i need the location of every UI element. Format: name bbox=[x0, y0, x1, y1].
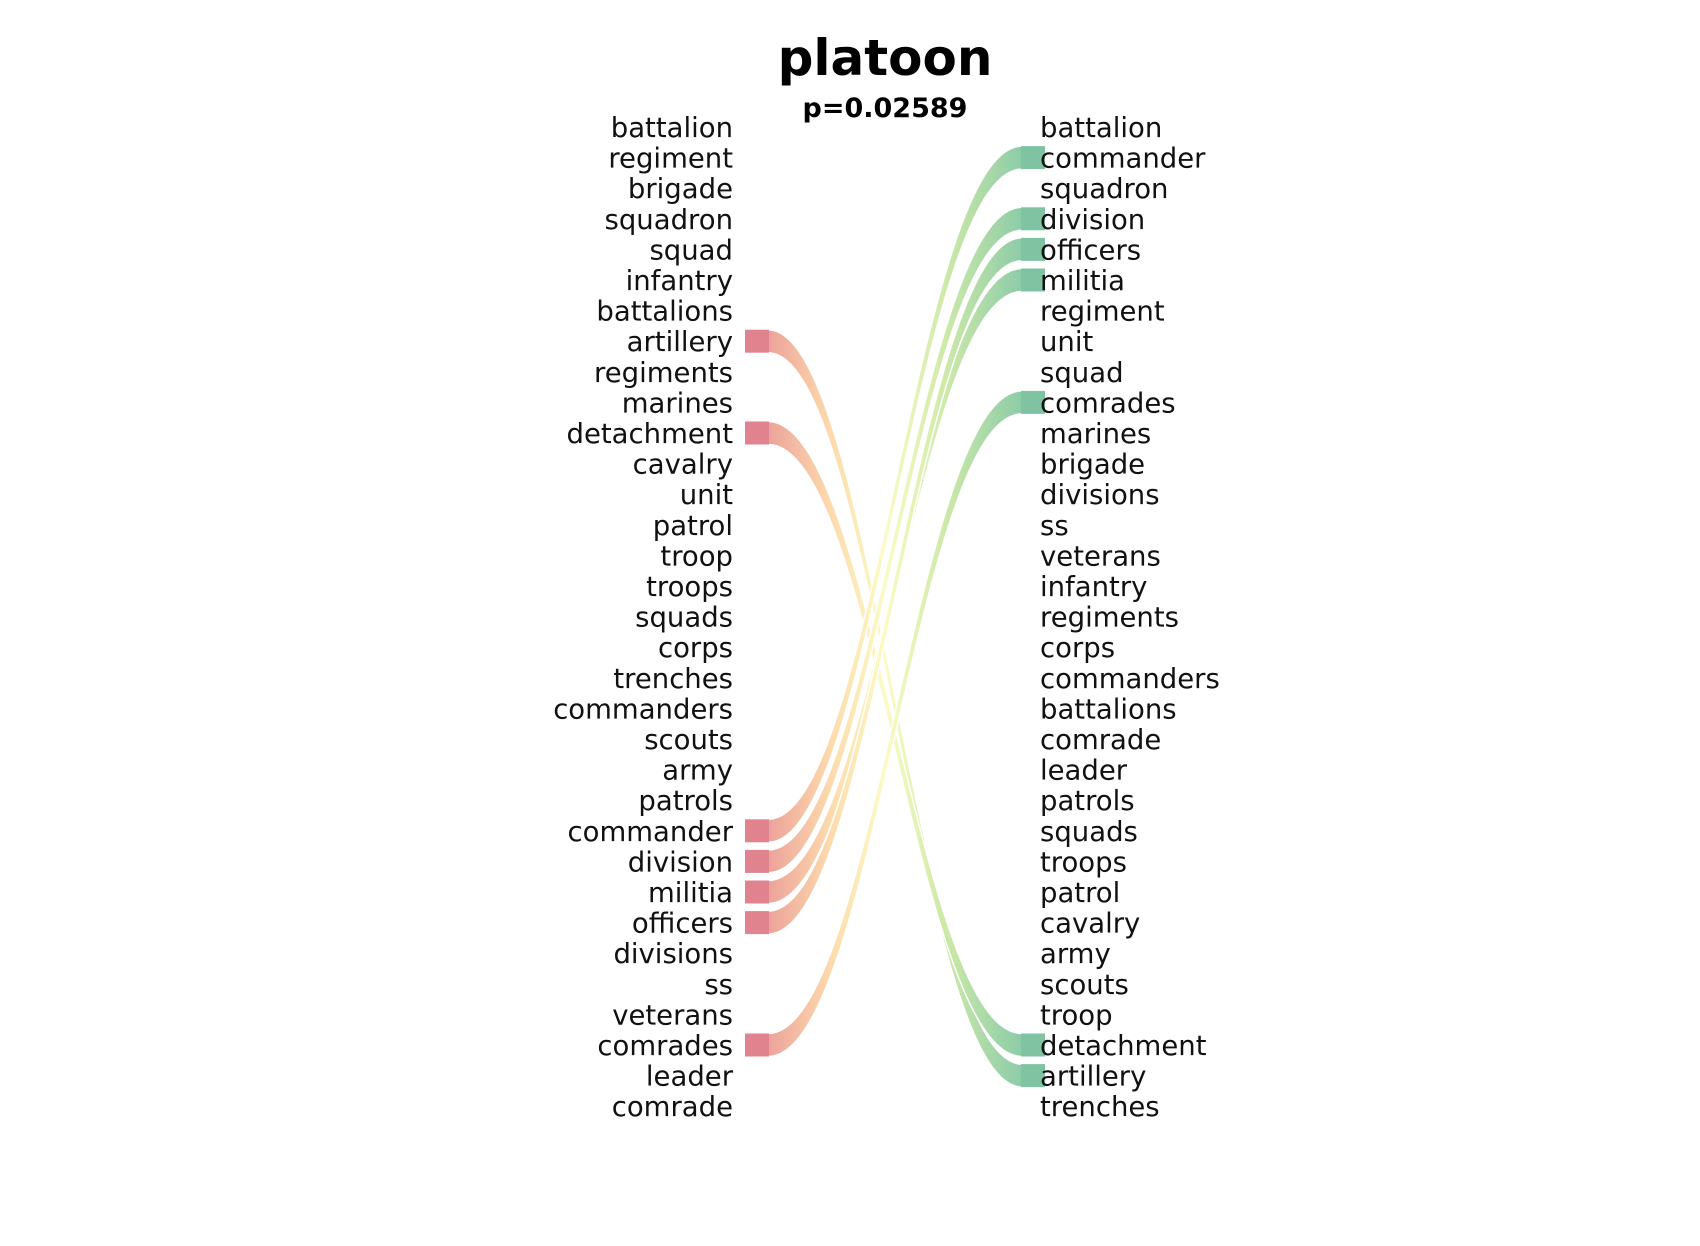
left-word-label: brigade bbox=[628, 173, 733, 205]
right-word-label: veterans bbox=[1040, 540, 1161, 572]
right-word-label: cavalry bbox=[1040, 908, 1140, 940]
right-word-label: battalion bbox=[1040, 112, 1162, 144]
left-word-label: veterans bbox=[612, 999, 733, 1031]
right-bar-division bbox=[1021, 207, 1045, 231]
left-word-label: scouts bbox=[644, 724, 733, 756]
right-word-label: squadron bbox=[1040, 173, 1168, 205]
left-word-label: cavalry bbox=[633, 449, 733, 481]
left-bar-comrades bbox=[745, 1033, 769, 1057]
right-word-label: patrol bbox=[1040, 877, 1120, 909]
left-word-label: battalions bbox=[596, 296, 733, 328]
left-word-label: officers bbox=[632, 908, 733, 940]
left-word-label: squads bbox=[635, 602, 733, 634]
ribbon-detachment bbox=[767, 420, 1023, 1058]
left-word-label: infantry bbox=[626, 265, 733, 297]
rank-change-ribbons bbox=[767, 145, 1023, 1088]
right-rank-bars bbox=[1021, 146, 1045, 1088]
right-word-label: patrols bbox=[1040, 785, 1135, 817]
right-word-label: ss bbox=[1040, 510, 1069, 542]
left-bar-detachment bbox=[745, 421, 769, 445]
diagram-title: platoon bbox=[778, 29, 993, 87]
left-word-label: detachment bbox=[567, 418, 734, 450]
left-bar-artillery bbox=[745, 329, 769, 353]
right-word-label: marines bbox=[1040, 418, 1151, 450]
left-word-label: division bbox=[628, 846, 733, 878]
right-word-label: division bbox=[1040, 204, 1145, 236]
left-word-label: commander bbox=[568, 816, 734, 848]
right-word-label: troops bbox=[1040, 846, 1127, 878]
left-word-label: artillery bbox=[627, 326, 733, 358]
left-rank-bars bbox=[745, 329, 769, 1057]
left-word-label: patrol bbox=[653, 510, 733, 542]
left-word-label: comrade bbox=[612, 1091, 733, 1123]
right-word-label: militia bbox=[1040, 265, 1125, 297]
left-word-label: trenches bbox=[613, 663, 733, 695]
left-word-label: commanders bbox=[553, 693, 733, 725]
right-word-label: detachment bbox=[1040, 1030, 1207, 1062]
left-word-label: regiment bbox=[608, 143, 733, 175]
left-word-label: squadron bbox=[605, 204, 733, 236]
diagram-subtitle: p=0.02589 bbox=[803, 93, 968, 124]
right-word-label: squads bbox=[1040, 816, 1138, 848]
left-word-label: patrols bbox=[638, 785, 733, 817]
right-word-label: comrades bbox=[1040, 387, 1176, 419]
right-word-label: officers bbox=[1040, 234, 1141, 266]
right-word-label: commanders bbox=[1040, 663, 1220, 695]
right-word-label: divisions bbox=[1040, 479, 1160, 511]
left-word-label: troop bbox=[660, 540, 733, 572]
left-word-label: squad bbox=[649, 234, 733, 266]
left-word-label: army bbox=[662, 755, 733, 787]
right-word-label: comrade bbox=[1040, 724, 1161, 756]
right-bar-militia bbox=[1021, 268, 1045, 292]
left-word-label: ss bbox=[704, 969, 733, 1001]
left-word-label: marines bbox=[622, 387, 733, 419]
left-word-label: militia bbox=[648, 877, 733, 909]
right-word-label: corps bbox=[1040, 632, 1115, 664]
right-bar-commander bbox=[1021, 146, 1045, 170]
right-bar-officers bbox=[1021, 237, 1045, 261]
right-word-label: regiment bbox=[1040, 296, 1165, 328]
right-word-label: brigade bbox=[1040, 449, 1145, 481]
right-bar-artillery bbox=[1021, 1064, 1045, 1088]
right-word-label: scouts bbox=[1040, 969, 1129, 1001]
right-word-label: infantry bbox=[1040, 571, 1147, 603]
right-word-label: artillery bbox=[1040, 1061, 1146, 1093]
left-word-label: troops bbox=[646, 571, 733, 603]
right-word-label: regiments bbox=[1040, 602, 1179, 634]
right-word-label: unit bbox=[1040, 326, 1093, 358]
right-word-label: troop bbox=[1040, 999, 1113, 1031]
right-bar-comrades bbox=[1021, 390, 1045, 414]
right-word-column: battalioncommandersquadrondivisionoffice… bbox=[1040, 112, 1220, 1123]
left-bar-officers bbox=[745, 911, 769, 935]
left-bar-militia bbox=[745, 880, 769, 904]
left-word-label: divisions bbox=[613, 938, 733, 970]
right-word-label: trenches bbox=[1040, 1091, 1160, 1123]
right-word-label: leader bbox=[1040, 755, 1128, 787]
right-word-label: battalions bbox=[1040, 693, 1177, 725]
left-word-label: corps bbox=[658, 632, 733, 664]
right-word-label: army bbox=[1040, 938, 1111, 970]
right-bar-detachment bbox=[1021, 1033, 1045, 1057]
right-word-label: squad bbox=[1040, 357, 1124, 389]
left-word-label: regiments bbox=[594, 357, 733, 389]
left-word-label: unit bbox=[680, 479, 733, 511]
left-word-label: battalion bbox=[611, 112, 733, 144]
left-word-label: comrades bbox=[597, 1030, 733, 1062]
right-word-label: commander bbox=[1040, 143, 1206, 175]
left-bar-division bbox=[745, 849, 769, 873]
left-bar-commander bbox=[745, 819, 769, 843]
left-word-label: leader bbox=[646, 1061, 734, 1093]
left-word-column: battalionregimentbrigadesquadronsquadinf… bbox=[553, 112, 734, 1123]
